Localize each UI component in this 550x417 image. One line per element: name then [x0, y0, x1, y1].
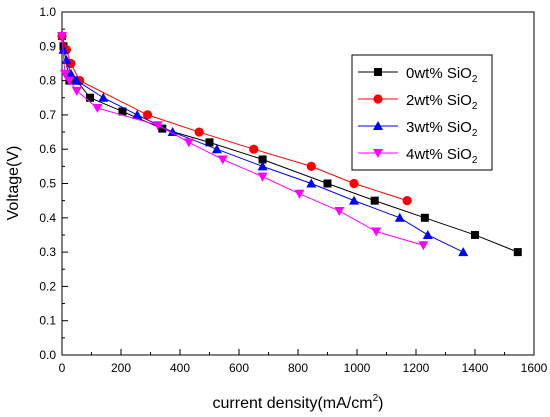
y-tick-label: 0.8 [39, 74, 56, 88]
data-point [373, 121, 383, 130]
y-tick-label: 0.2 [39, 279, 56, 293]
x-tick-label: 1000 [344, 361, 371, 375]
data-point [132, 109, 143, 119]
x-axis-label: current density(mA/cm2) [213, 393, 384, 412]
data-point [349, 195, 360, 205]
x-tick-label: 200 [111, 361, 131, 375]
data-point [183, 138, 194, 148]
data-point [513, 248, 522, 257]
data-point [249, 144, 259, 154]
data-point [371, 227, 382, 237]
data-point [370, 196, 379, 205]
data-point [92, 104, 103, 114]
data-point [373, 149, 383, 158]
series-line [61, 35, 408, 202]
legend: 0wt% SiO2 2wt% SiO2 3wt% SiO2 4wt% SiO2 [351, 54, 493, 171]
series-layer [57, 31, 522, 257]
data-point [471, 230, 479, 239]
y-tick-label: 0.3 [39, 245, 56, 259]
data-point [217, 155, 228, 165]
data-point [71, 86, 82, 96]
data-point [418, 241, 429, 251]
data-point [373, 94, 383, 104]
data-point [205, 138, 214, 147]
x-axis-label-suffix: ) [378, 395, 383, 412]
data-point [71, 75, 82, 85]
data-point [152, 121, 163, 131]
data-point [422, 229, 433, 239]
legend-label: 0wt% SiO2 [406, 65, 478, 85]
data-point [211, 144, 222, 154]
data-point [257, 161, 268, 171]
x-tick-label: 600 [229, 361, 249, 375]
data-point [167, 127, 178, 137]
data-point [458, 247, 469, 257]
data-point [59, 69, 70, 79]
x-tick-label: 1200 [403, 361, 430, 375]
y-tick-label: 0.1 [39, 314, 56, 328]
data-point [118, 107, 127, 116]
data-point [349, 178, 359, 189]
data-point [334, 206, 345, 216]
legend-label: 3wt% SiO2 [406, 119, 478, 139]
data-point [294, 189, 305, 199]
x-axis-label-sup: 2 [373, 393, 379, 404]
y-tick-label: 1.0 [39, 5, 56, 19]
y-tick-label: 0.6 [39, 142, 56, 156]
y-tick-label: 0.9 [39, 39, 56, 53]
y-axis-label: Voltage(V) [5, 146, 22, 221]
data-point [258, 155, 267, 164]
y-tick-label: 0.7 [39, 108, 56, 122]
y-tick-label: 0.4 [39, 211, 56, 225]
x-tick-label: 1600 [521, 361, 548, 375]
x-axis-label-text: current density(mA/cm [213, 395, 373, 412]
data-point [306, 178, 317, 188]
data-point [65, 68, 76, 78]
x-tick-label: 0 [59, 361, 66, 375]
data-point [64, 76, 75, 86]
x-tick-label: 800 [288, 361, 308, 375]
legend-label: 4wt% SiO2 [406, 146, 478, 166]
data-point [57, 32, 67, 42]
data-point [257, 172, 268, 182]
data-point [402, 196, 412, 206]
x-axis-ticks: 0 200 400 600 800 1000 1200 1400 1600 [59, 349, 548, 375]
y-tick-label: 0.5 [39, 177, 56, 191]
data-point [194, 127, 204, 137]
x-tick-label: 1400 [462, 361, 489, 375]
data-point [394, 212, 405, 222]
series-group [57, 32, 429, 251]
data-point [158, 124, 167, 133]
y-axis-ticks: 0.0 0.1 0.2 0.3 0.4 0.5 0.6 0.7 0.8 0.9 1.0 [39, 5, 68, 362]
legend-label: 2wt% SiO2 [406, 92, 478, 112]
data-point [323, 179, 332, 188]
data-point [142, 110, 153, 120]
data-point [420, 213, 429, 222]
data-point [306, 161, 316, 171]
x-tick-label: 400 [170, 361, 190, 375]
data-point [86, 93, 95, 102]
y-tick-label: 0.0 [39, 348, 56, 362]
data-point [98, 92, 109, 102]
data-point [374, 68, 382, 76]
